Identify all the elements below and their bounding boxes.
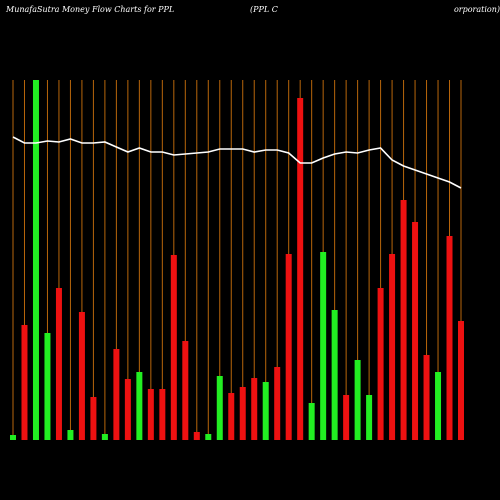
bar [10, 435, 16, 440]
bar [377, 288, 384, 440]
bar [366, 395, 373, 440]
bar [412, 222, 419, 440]
bar [251, 378, 258, 440]
bar [67, 430, 74, 440]
bar [228, 393, 235, 440]
bar [274, 367, 281, 440]
bar [159, 389, 166, 440]
price-line [12, 136, 462, 189]
bar [170, 255, 177, 440]
bar [285, 254, 292, 440]
bar [423, 355, 430, 440]
bar [262, 382, 269, 440]
bar [354, 360, 361, 440]
bar [400, 200, 407, 440]
bar [124, 379, 131, 440]
bar [101, 434, 108, 440]
bar [136, 372, 143, 440]
chart-subtitle: (PPL C [250, 5, 278, 14]
bar [435, 372, 442, 440]
bar [44, 333, 51, 440]
chart-subtitle: orporation) [454, 5, 500, 14]
chart-title: MunafaSutra Money Flow Charts for PPL [5, 5, 174, 14]
bar [32, 80, 39, 440]
bar [343, 395, 350, 440]
bar [446, 236, 453, 440]
bar [458, 321, 464, 440]
bar [331, 310, 338, 440]
bar [55, 288, 62, 440]
bar [216, 376, 223, 440]
bar [320, 252, 327, 440]
bar [239, 387, 246, 440]
bar [205, 434, 212, 440]
bar [90, 397, 97, 440]
bar [308, 403, 315, 440]
bar [193, 432, 200, 440]
bar [182, 341, 189, 440]
bar [113, 349, 120, 440]
bar [78, 312, 85, 440]
bar [389, 254, 396, 440]
bar [147, 389, 154, 440]
bar [21, 325, 28, 440]
bar [297, 98, 304, 440]
